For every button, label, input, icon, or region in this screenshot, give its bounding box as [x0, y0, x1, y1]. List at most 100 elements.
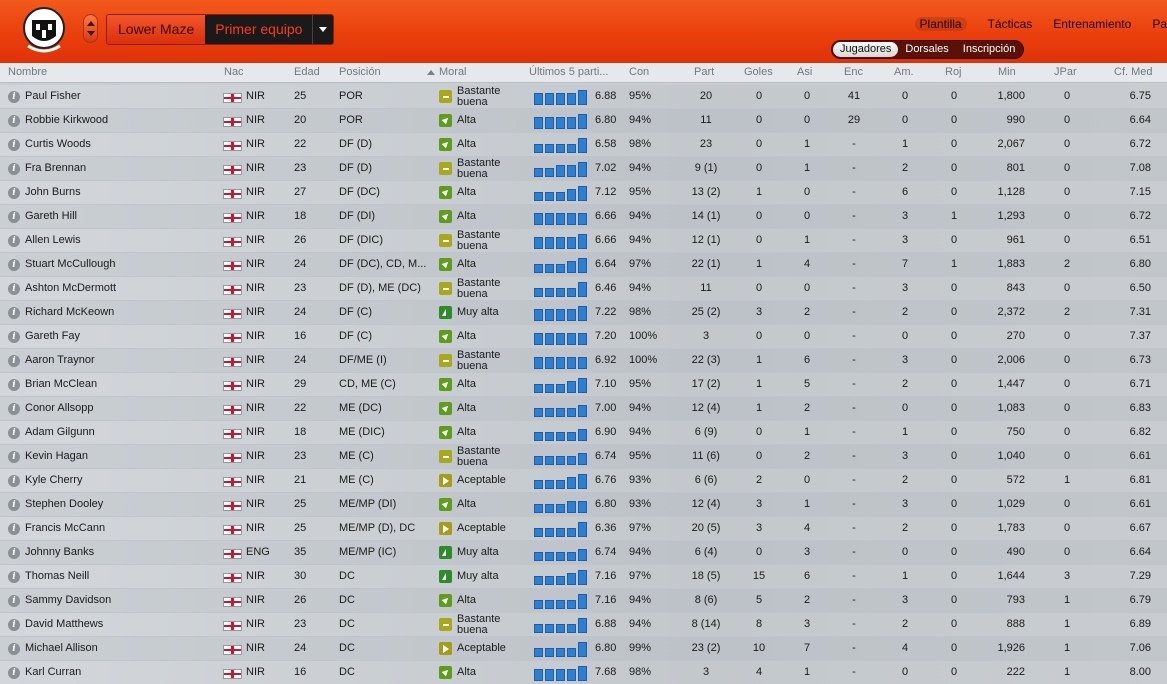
nav-plantilla[interactable]: Plantilla — [914, 17, 967, 31]
table-row[interactable]: i Curtis Woods NIR 22 DF (D) 6.58 98% 23 0 1 - 1 0 2,… — [0, 133, 1167, 157]
tab-jugadores[interactable]: Jugadores — [833, 42, 899, 57]
col-am[interactable]: Am. — [894, 66, 914, 78]
info-icon[interactable]: i — [8, 259, 20, 271]
table-row[interactable]: i Karl Curran NIR 16 DC 7.68 98% 3 4 1 - 0 0 222 1 8.00… — [0, 661, 1167, 684]
table-row[interactable]: i Richard McKeown NIR 24 DF (C) 7.22 98% 25 (2)… — [0, 301, 1167, 325]
info-icon[interactable]: i — [8, 307, 20, 319]
player-name[interactable]: Francis McCann — [25, 522, 106, 534]
nav-entrenamiento[interactable]: Entrenamiento — [1053, 17, 1132, 31]
table-row[interactable]: i Michael Allison NIR 24 DC 6.80 99% 23 (2) 10 7-… — [0, 637, 1167, 661]
col-nac[interactable]: Nac — [224, 66, 244, 78]
player-name[interactable]: Paul Fisher — [25, 90, 81, 102]
player-name[interactable]: Fra Brennan — [25, 162, 87, 174]
info-icon[interactable]: i — [8, 499, 20, 511]
player-name[interactable]: Allen Lewis — [25, 234, 81, 246]
col-edad[interactable]: Edad — [294, 66, 320, 78]
squad-selector[interactable]: Primer equipo — [205, 15, 313, 44]
table-row[interactable]: i Conor Allsopp NIR 22 ME (DC) 7.00 94% 12 (4) 1… — [0, 397, 1167, 421]
player-name[interactable]: Robbie Kirkwood — [25, 114, 109, 126]
table-row[interactable]: i Francis McCann NIR 25 ME/MP (D), DC 6.36 97%… — [0, 517, 1167, 541]
table-row[interactable]: i Aaron Traynor NIR 24 DF/ME (I) 6.92 100% 22 (… — [0, 349, 1167, 373]
player-name[interactable]: Richard McKeown — [25, 306, 115, 318]
table-row[interactable]: i Paul Fisher NIR 25 POR 6.88 95% 20 0 0 41 0 0 1,800… — [0, 85, 1167, 109]
team-cycle-arrows[interactable] — [83, 14, 98, 43]
info-icon[interactable]: i — [8, 571, 20, 583]
col-cfmed[interactable]: Cf. Med — [1114, 66, 1153, 78]
table-row[interactable]: i John Burns NIR 27 DF (DC) 7.12 95% 13 (2) 1 0 - 6… — [0, 181, 1167, 205]
player-name[interactable]: Gareth Fay — [25, 330, 81, 342]
col-min[interactable]: Min — [998, 66, 1016, 78]
info-icon[interactable]: i — [8, 475, 20, 487]
player-name[interactable]: Sammy Davidson — [25, 594, 112, 606]
table-row[interactable]: i Stephen Dooley NIR 25 ME/MP (DI) 6.80 93% 12 … — [0, 493, 1167, 517]
col-part[interactable]: Part — [694, 66, 715, 78]
table-row[interactable]: i Gareth Fay NIR 16 DF (C) 7.20 100% 3 0 0 - 0 0 270 0… — [0, 325, 1167, 349]
arrow-down-icon[interactable] — [87, 31, 95, 36]
player-name[interactable]: Stephen Dooley — [25, 498, 104, 510]
tab-inscripcion[interactable]: Inscripción — [962, 43, 1016, 55]
info-icon[interactable]: i — [8, 115, 20, 127]
table-row[interactable]: i David Matthews NIR 23 DC 6.88 94% 8 (14) 8 3 - 2 0… — [0, 613, 1167, 637]
nav-tacticas[interactable]: Tácticas — [987, 17, 1033, 31]
table-row[interactable]: i Ashton McDermott NIR 23 DF (D), ME (DC) 6.4… — [0, 277, 1167, 301]
player-name[interactable]: Aaron Traynor — [25, 354, 95, 366]
player-name[interactable]: Thomas Neill — [25, 570, 90, 582]
table-row[interactable]: i Stuart McCullough NIR 24 DF (DC), CD, M...… — [0, 253, 1167, 277]
col-jpar[interactable]: JPar — [1054, 66, 1077, 78]
col-roj[interactable]: Roj — [945, 66, 962, 78]
info-icon[interactable]: i — [8, 643, 20, 655]
table-row[interactable]: i Fra Brennan NIR 23 DF (D) 7.02 94% 9 (1) 0 1 - 2 0… — [0, 157, 1167, 181]
table-row[interactable]: i Brian McClean NIR 29 CD, ME (C) 7.10 95% 17 (… — [0, 373, 1167, 397]
col-moral[interactable]: Moral — [439, 66, 467, 78]
tab-dorsales[interactable]: Dorsales — [905, 43, 949, 55]
table-row[interactable]: i Gareth Hill NIR 18 DF (DI) 6.66 94% 14 (1) 0 0 -… — [0, 205, 1167, 229]
info-icon[interactable]: i — [8, 619, 20, 631]
team-selector[interactable]: Lower Maze Primer equipo — [106, 14, 335, 45]
info-icon[interactable]: i — [8, 331, 20, 343]
table-row[interactable]: i Sammy Davidson NIR 26 DC 7.16 94% 8 (6) 5 2 - 3 0 7… — [0, 589, 1167, 613]
player-name[interactable]: Kevin Hagan — [25, 450, 88, 462]
player-name[interactable]: Adam Gilgunn — [25, 426, 95, 438]
player-name[interactable]: Kyle Cherry — [25, 474, 83, 486]
table-row[interactable]: i Adam Gilgunn NIR 18 ME (DIC) 6.90 94% 6 (9) 0 1… — [0, 421, 1167, 445]
info-icon[interactable]: i — [8, 427, 20, 439]
info-icon[interactable]: i — [8, 403, 20, 415]
info-icon[interactable]: i — [8, 523, 20, 535]
info-icon[interactable]: i — [8, 547, 20, 559]
player-name[interactable]: Johnny Banks — [25, 546, 95, 558]
arrow-up-icon[interactable] — [87, 21, 95, 26]
player-name[interactable]: Curtis Woods — [25, 138, 91, 150]
col-asi[interactable]: Asi — [797, 66, 813, 78]
col-goles[interactable]: Goles — [744, 66, 773, 78]
nav-more[interactable]: Pa — [1152, 17, 1167, 31]
info-icon[interactable]: i — [8, 355, 20, 367]
table-row[interactable]: i Kevin Hagan NIR 23 ME (C) 6.74 95% 11 (6) 0 2 - 3… — [0, 445, 1167, 469]
info-icon[interactable]: i — [8, 235, 20, 247]
player-name[interactable]: Michael Allison — [25, 642, 98, 654]
player-name[interactable]: Stuart McCullough — [25, 258, 116, 270]
player-name[interactable]: Brian McClean — [25, 378, 98, 390]
col-ultimos[interactable]: Últimos 5 parti... — [529, 66, 609, 78]
player-name[interactable]: Conor Allsopp — [25, 402, 94, 414]
squad-dropdown-button[interactable] — [312, 15, 334, 44]
col-nombre[interactable]: Nombre — [8, 66, 48, 78]
info-icon[interactable]: i — [8, 187, 20, 199]
col-enc[interactable]: Enc — [844, 66, 863, 78]
player-name[interactable]: Gareth Hill — [25, 210, 77, 222]
info-icon[interactable]: i — [8, 91, 20, 103]
info-icon[interactable]: i — [8, 379, 20, 391]
player-name[interactable]: David Matthews — [25, 618, 104, 630]
player-name[interactable]: Karl Curran — [25, 666, 82, 678]
player-name[interactable]: Ashton McDermott — [25, 282, 117, 294]
player-name[interactable]: John Burns — [25, 186, 81, 198]
club-name-button[interactable]: Lower Maze — [107, 15, 206, 44]
table-row[interactable]: i Johnny Banks ENG 35 ME/MP (IC) 6.74 94% 6 (4)… — [0, 541, 1167, 565]
info-icon[interactable]: i — [8, 595, 20, 607]
col-posicion[interactable]: Posición — [339, 66, 381, 78]
info-icon[interactable]: i — [8, 139, 20, 151]
table-row[interactable]: i Allen Lewis NIR 26 DF (DIC) 6.66 94% 12 (1) 0 1… — [0, 229, 1167, 253]
table-row[interactable]: i Kyle Cherry NIR 21 ME (C) 6.76 93% 6 (6) 2 0 - 2 0… — [0, 469, 1167, 493]
info-icon[interactable]: i — [8, 451, 20, 463]
info-icon[interactable]: i — [8, 667, 20, 679]
col-con[interactable]: Con — [629, 66, 650, 78]
